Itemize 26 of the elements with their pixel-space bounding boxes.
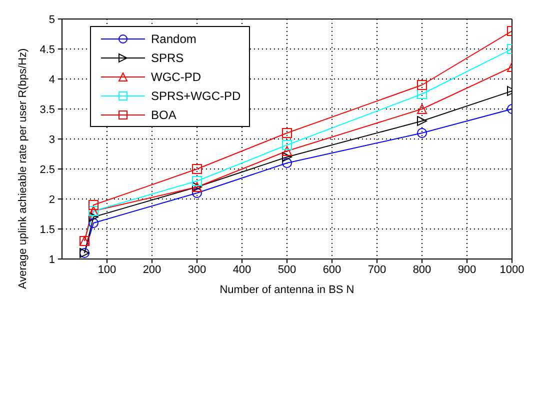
x-tick-label: 900	[458, 264, 476, 276]
x-tick-label: 700	[368, 264, 386, 276]
legend-label: BOA	[151, 108, 176, 122]
y-tick-label: 4.5	[40, 44, 55, 56]
y-tick-label: 4	[48, 74, 55, 86]
x-tick-label: 600	[322, 264, 342, 276]
legend-label: SPRS+WGC-PD	[151, 88, 241, 102]
y-tick-label: 2	[48, 194, 55, 206]
y-tick-label: 3.5	[40, 104, 55, 116]
y-axis-title: Average uplink achieable rate per user R(bps/Hz)	[16, 48, 29, 289]
x-tick-label: 1000	[500, 264, 524, 276]
y-tick-label: 5	[48, 14, 55, 26]
x-axis-title: Number of antenna in BS N	[220, 284, 354, 296]
y-tick-label: 1	[48, 254, 55, 266]
legend-label: WGC-PD	[151, 70, 201, 84]
x-tick-label: 300	[188, 264, 206, 276]
x-tick-label: 100	[98, 264, 116, 276]
y-tick-label: 1.5	[40, 224, 55, 236]
x-tick-label: 800	[412, 264, 432, 276]
legend-label: SPRS	[151, 50, 184, 64]
x-tick-label: 500	[278, 264, 296, 276]
x-tick-label: 400	[232, 264, 252, 276]
y-tick-label: 3	[48, 134, 55, 146]
x-tick-label: 200	[142, 264, 162, 276]
legend-label: Random	[151, 32, 196, 46]
y-tick-label: 2.5	[40, 164, 55, 176]
